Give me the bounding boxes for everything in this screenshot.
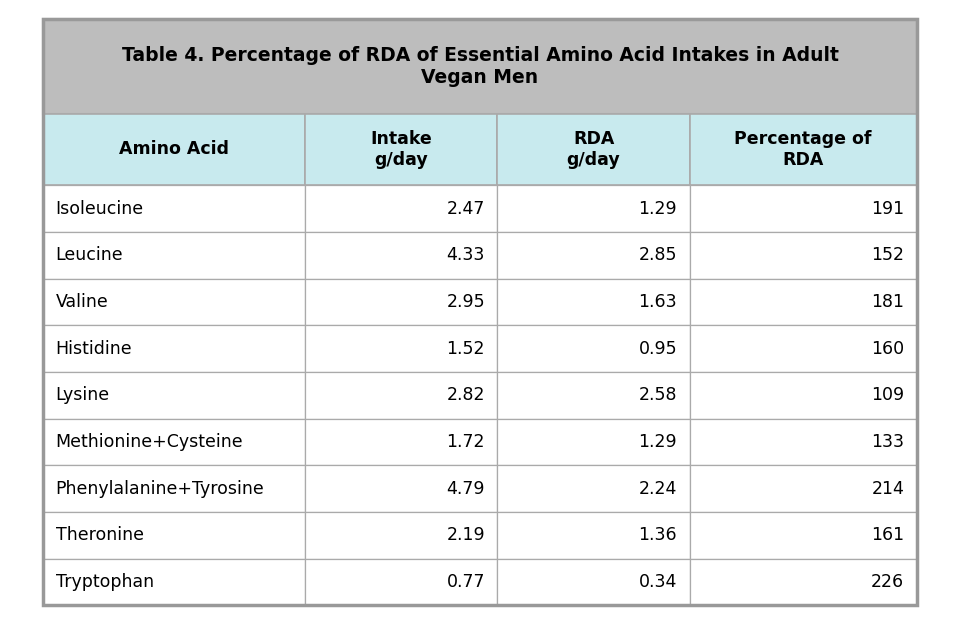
Text: 1.63: 1.63	[638, 293, 677, 311]
Bar	[43, 279, 305, 325]
Text: 0.77: 0.77	[446, 573, 485, 591]
Text: 2.95: 2.95	[446, 293, 485, 311]
Bar	[43, 419, 305, 466]
Bar	[497, 232, 689, 279]
Bar	[305, 185, 497, 232]
Bar	[305, 325, 497, 372]
Text: 2.24: 2.24	[638, 480, 677, 497]
Bar	[305, 419, 497, 466]
Text: 4.79: 4.79	[446, 480, 485, 497]
Bar	[689, 512, 917, 558]
Text: 1.72: 1.72	[446, 433, 485, 451]
Bar	[497, 372, 689, 419]
Bar	[497, 325, 689, 372]
Bar	[305, 558, 497, 605]
Bar	[305, 372, 497, 419]
Bar	[305, 279, 497, 325]
Text: Table 4. Percentage of RDA of Essential Amino Acid Intakes in Adult
Vegan Men: Table 4. Percentage of RDA of Essential …	[122, 46, 838, 87]
Text: Lysine: Lysine	[56, 386, 109, 404]
Text: Intake
g/day: Intake g/day	[371, 130, 432, 169]
Text: Tryptophan: Tryptophan	[56, 573, 154, 591]
Bar	[689, 232, 917, 279]
Bar	[497, 114, 689, 185]
Text: 1.29: 1.29	[638, 433, 677, 451]
Text: 109: 109	[871, 386, 904, 404]
Bar	[497, 419, 689, 466]
Text: RDA
g/day: RDA g/day	[566, 130, 620, 169]
Text: 4.33: 4.33	[446, 246, 485, 265]
Text: Leucine: Leucine	[56, 246, 123, 265]
Bar	[689, 419, 917, 466]
Bar	[689, 114, 917, 185]
Text: Valine: Valine	[56, 293, 108, 311]
Bar	[689, 185, 917, 232]
Bar	[497, 466, 689, 512]
Text: 2.82: 2.82	[446, 386, 485, 404]
Text: 160: 160	[871, 339, 904, 358]
Bar	[43, 325, 305, 372]
Bar	[689, 466, 917, 512]
Text: Phenylalanine+Tyrosine: Phenylalanine+Tyrosine	[56, 480, 264, 497]
Bar	[305, 232, 497, 279]
Bar	[497, 185, 689, 232]
Bar	[43, 372, 305, 419]
Bar	[497, 279, 689, 325]
Text: 2.85: 2.85	[638, 246, 677, 265]
Text: 133: 133	[872, 433, 904, 451]
Text: 1.29: 1.29	[638, 200, 677, 218]
Text: 161: 161	[871, 526, 904, 544]
Bar	[43, 512, 305, 558]
Bar	[689, 279, 917, 325]
Bar	[497, 512, 689, 558]
Text: 2.47: 2.47	[446, 200, 485, 218]
Text: 2.58: 2.58	[638, 386, 677, 404]
Text: 181: 181	[872, 293, 904, 311]
Text: 226: 226	[871, 573, 904, 591]
Text: Isoleucine: Isoleucine	[56, 200, 144, 218]
Text: Amino Acid: Amino Acid	[119, 140, 229, 158]
Text: Methionine+Cysteine: Methionine+Cysteine	[56, 433, 243, 451]
Bar	[43, 114, 305, 185]
Bar	[43, 466, 305, 512]
Text: 2.19: 2.19	[446, 526, 485, 544]
Text: Theronine: Theronine	[56, 526, 144, 544]
Bar	[305, 512, 497, 558]
Text: 1.52: 1.52	[446, 339, 485, 358]
Bar	[305, 114, 497, 185]
Text: 1.36: 1.36	[638, 526, 677, 544]
Bar	[43, 19, 917, 114]
Text: 152: 152	[872, 246, 904, 265]
Bar	[43, 232, 305, 279]
Bar	[43, 558, 305, 605]
Text: 191: 191	[871, 200, 904, 218]
Text: 0.34: 0.34	[638, 573, 677, 591]
Text: Histidine: Histidine	[56, 339, 132, 358]
Text: Percentage of
RDA: Percentage of RDA	[734, 130, 872, 169]
Bar	[43, 185, 305, 232]
Bar	[497, 558, 689, 605]
Text: 0.95: 0.95	[638, 339, 677, 358]
Bar	[689, 325, 917, 372]
Text: 214: 214	[872, 480, 904, 497]
Bar	[689, 558, 917, 605]
Bar	[689, 372, 917, 419]
Bar	[305, 466, 497, 512]
